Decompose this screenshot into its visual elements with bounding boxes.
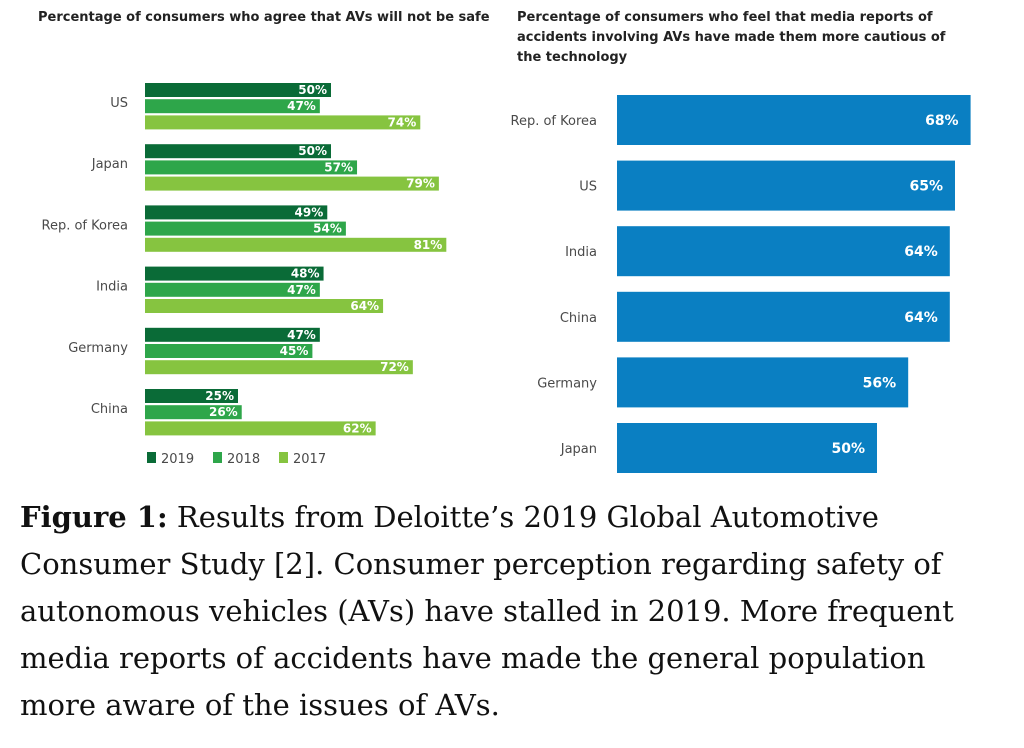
left-bar-2019 [145, 83, 331, 97]
right-category-label: India [565, 245, 597, 260]
figure-caption: Figure 1: Results from Deloitte’s 2019 G… [20, 494, 990, 729]
right-bar [617, 357, 909, 408]
left-bar-value-label: 48% [291, 267, 320, 281]
right-bar-value-label: 56% [863, 375, 897, 391]
left-bar-value-label: 81% [414, 238, 443, 252]
left-bar-value-label: 74% [388, 115, 417, 129]
left-bar-2019 [145, 266, 324, 281]
right-category-label: China [560, 311, 597, 326]
left-bar-value-label: 64% [350, 299, 379, 313]
left-category-label: Rep. of Korea [42, 218, 128, 233]
left-category-label: Japan [91, 157, 128, 172]
left-bar-2017 [145, 360, 413, 375]
right-bar-value-label: 64% [904, 244, 938, 260]
left-bar-value-label: 49% [295, 205, 324, 219]
caption-label: Figure 1: [20, 500, 168, 534]
right-bar-value-label: 68% [925, 113, 959, 129]
right-bar-value-label: 64% [904, 310, 938, 326]
left-bar-2017 [145, 176, 439, 191]
right-bar-value-label: 50% [831, 441, 865, 457]
left-category-label: Germany [68, 341, 128, 356]
right-chart: Rep. of Korea 68% US 65% India 64% China 64% Ger… [511, 95, 971, 473]
left-bar-2019 [145, 327, 320, 342]
right-bar [617, 160, 955, 211]
left-bar-value-label: 72% [380, 360, 409, 374]
right-chart-title: Percentage of consumers who feel that me… [517, 10, 946, 65]
left-bar-2018 [145, 221, 346, 236]
left-category-label: China [91, 402, 128, 417]
left-bar-2019 [145, 389, 238, 403]
left-bar-2018 [145, 344, 313, 358]
left-bar-value-label: 62% [343, 421, 372, 435]
left-bar-value-label: 50% [298, 83, 327, 97]
left-bar-2018 [145, 282, 320, 297]
left-bar-2017 [145, 115, 421, 130]
right-category-label: Germany [537, 376, 597, 391]
left-bar-value-label: 47% [287, 328, 316, 342]
left-bar-value-label: 50% [298, 144, 327, 158]
legend-label-2019: 2019 [161, 452, 194, 467]
right-category-label: Japan [560, 442, 597, 457]
left-bar-2017 [145, 421, 376, 436]
left-category-label: US [110, 96, 128, 111]
left-bar-value-label: 25% [205, 389, 234, 403]
right-bar [617, 423, 877, 473]
legend-label-2017: 2017 [293, 452, 326, 467]
right-bar-value-label: 65% [909, 179, 943, 195]
left-chart-title: Percentage of consumers who agree that A… [38, 10, 490, 25]
legend-swatch-2017 [279, 452, 288, 463]
left-bar-2017 [145, 237, 447, 252]
left-bar-2018 [145, 160, 358, 175]
left-bar-value-label: 47% [287, 99, 316, 113]
left-bar-value-label: 57% [324, 160, 353, 174]
left-bar-value-label: 54% [313, 222, 342, 236]
legend-swatch-2019 [147, 452, 156, 463]
left-bar-value-label: 45% [280, 344, 309, 358]
left-bar-2017 [145, 299, 384, 313]
right-category-label: Rep. of Korea [511, 114, 597, 129]
left-bar-2019 [145, 144, 331, 159]
left-bar-value-label: 79% [406, 177, 435, 191]
left-bar-value-label: 47% [287, 283, 316, 297]
left-category-label: India [96, 280, 128, 295]
caption-text: Results from Deloitte’s 2019 Global Auto… [20, 500, 954, 722]
right-bar [617, 226, 950, 277]
left-bar-2019 [145, 205, 328, 220]
right-category-label: US [579, 180, 597, 195]
left-bar-2018 [145, 405, 242, 420]
left-bar-value-label: 26% [209, 405, 238, 419]
left-chart: US 50% 47% 74% Japan 50% 57% 79% Rep. of Korea 49… [42, 83, 447, 467]
legend-label-2018: 2018 [227, 452, 260, 467]
left-bar-2018 [145, 99, 320, 114]
right-bar [617, 291, 950, 342]
legend-swatch-2018 [213, 452, 222, 463]
right-bar [617, 95, 971, 145]
